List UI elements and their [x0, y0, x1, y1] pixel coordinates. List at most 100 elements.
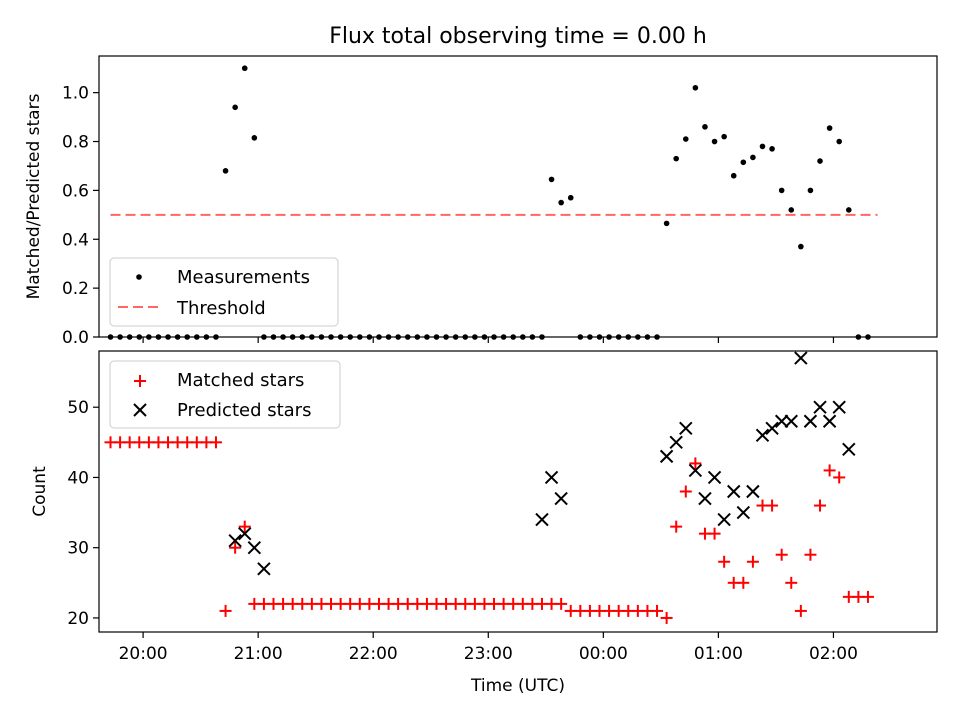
- matched-star-point: [823, 464, 836, 477]
- predicted-star-point: [707, 470, 722, 485]
- predicted-star-point: [228, 533, 242, 548]
- measurement-point: [711, 138, 718, 145]
- matched-star-point: [209, 436, 222, 449]
- measurement-point: [750, 154, 756, 161]
- chart-title: Flux total observing time = 0.00 h: [329, 24, 707, 49]
- y-tick-label: 0.6: [62, 181, 89, 201]
- top-y-axis-label: Matched/Predicted stars: [24, 93, 44, 299]
- legend-measurements-marker: [136, 274, 142, 280]
- measurement-point: [558, 199, 564, 206]
- predicted-star-point: [774, 414, 789, 428]
- top-legend: Measurements Threshold: [109, 257, 339, 327]
- predicted-star-point: [679, 421, 693, 435]
- predicted-star-point: [755, 428, 770, 443]
- matched-star-point: [229, 541, 242, 554]
- predicted-star-point: [813, 400, 827, 414]
- y-tick-label: 20: [67, 609, 89, 629]
- measurement-point: [759, 143, 766, 150]
- measurement-point: [769, 146, 775, 152]
- predicted-star-point: [803, 414, 818, 428]
- bottom-x-axis: 20:00 21:00 22:00 23:00 00:00 01:00 02:00: [119, 632, 858, 664]
- predicted-star-point: [832, 400, 846, 414]
- measurement-point: [567, 194, 574, 201]
- measurement-point: [845, 207, 852, 213]
- predicted-star-point: [736, 505, 751, 520]
- predicted-star-point: [688, 463, 703, 478]
- measurement-point: [251, 135, 258, 141]
- measurement-point: [798, 243, 804, 250]
- measurement-point: [788, 207, 795, 213]
- matched-star-point: [708, 527, 721, 540]
- x-axis-label: Time (UTC): [470, 676, 565, 696]
- matched-star-point: [766, 499, 779, 512]
- y-tick-label: 50: [67, 398, 89, 418]
- measurement-point: [721, 133, 727, 140]
- measurement-point: [817, 158, 823, 164]
- predicted-star-point: [698, 491, 712, 506]
- predicted-star-point: [238, 526, 252, 541]
- y-tick-label: 0.8: [62, 133, 89, 153]
- top-panel: 0.0 0.2 0.4 0.6 0.8 1.0 Matched/Predicted sta…: [24, 55, 938, 348]
- measurement-point: [836, 138, 843, 145]
- matched-star-point: [718, 555, 731, 568]
- legend-measurements-label: Measurements: [177, 267, 310, 288]
- x-tick-label: 22:00: [349, 644, 398, 664]
- top-y-axis: 0.0 0.2 0.4 0.6 0.8 1.0: [62, 84, 99, 348]
- bottom-panel: 20 30 40 50 20:00 21:00 22:00 23:00 00:00 01:00 0…: [30, 350, 938, 696]
- measurement-point: [232, 104, 238, 111]
- matched-star-point: [833, 471, 846, 484]
- predicted-star-point: [257, 562, 271, 576]
- measurement-point: [673, 155, 680, 162]
- matched-star-point: [785, 576, 798, 589]
- measurement-point: [692, 84, 699, 91]
- measurement-point: [241, 65, 248, 72]
- predicted-star-point: [794, 351, 808, 365]
- top-legend-box: [109, 257, 339, 327]
- measurement-point: [682, 136, 689, 142]
- bottom-y-axis-label: Count: [30, 466, 50, 517]
- matched-star-point: [651, 604, 664, 617]
- predicted-star-point: [544, 470, 559, 485]
- matched-star-point: [775, 548, 788, 561]
- matched-star-point: [814, 499, 827, 512]
- predicted-star-point: [247, 540, 262, 555]
- bottom-plot-area: [104, 351, 874, 624]
- measurement-point: [663, 220, 670, 227]
- measurement-point: [548, 176, 555, 183]
- predicted-star-point: [784, 414, 798, 428]
- predicted-star-point: [669, 435, 683, 450]
- predicted-star-point: [535, 512, 549, 527]
- predicted-star-point: [727, 484, 741, 499]
- matched-star-point: [679, 485, 692, 498]
- bottom-legend-box: [109, 360, 341, 429]
- x-tick-label: 23:00: [464, 644, 513, 664]
- bottom-axes-frame: [98, 350, 938, 633]
- x-tick-label: 00:00: [579, 644, 628, 664]
- measurement-point: [740, 159, 747, 166]
- measurement-point: [702, 124, 708, 130]
- legend-matched-marker: [134, 375, 146, 387]
- y-tick-label: 0.2: [62, 279, 89, 299]
- predicted-star-point: [717, 512, 731, 527]
- matched-star-point: [737, 576, 750, 589]
- matched-star-point: [746, 555, 759, 568]
- y-tick-label: 30: [67, 539, 89, 559]
- legend-matched-label: Matched stars: [177, 370, 304, 391]
- y-tick-label: 40: [67, 468, 89, 488]
- matched-star-point: [670, 520, 683, 533]
- predicted-star-point: [822, 414, 837, 428]
- bottom-legend: Matched stars Predicted stars: [109, 360, 341, 429]
- y-tick-label: 0.4: [62, 230, 89, 250]
- matched-star-point: [555, 597, 568, 610]
- x-tick-label: 21:00: [234, 644, 283, 664]
- top-x-ticks: [142, 337, 835, 343]
- measurement-point: [826, 125, 833, 131]
- matched-star-point: [219, 604, 232, 617]
- legend-predicted-label: Predicted stars: [177, 400, 311, 421]
- predicted-star-point: [746, 484, 760, 499]
- measurement-point: [807, 187, 814, 194]
- x-tick-label: 20:00: [119, 644, 168, 664]
- predicted-star-point: [659, 449, 674, 464]
- legend-threshold-label: Threshold: [176, 298, 266, 319]
